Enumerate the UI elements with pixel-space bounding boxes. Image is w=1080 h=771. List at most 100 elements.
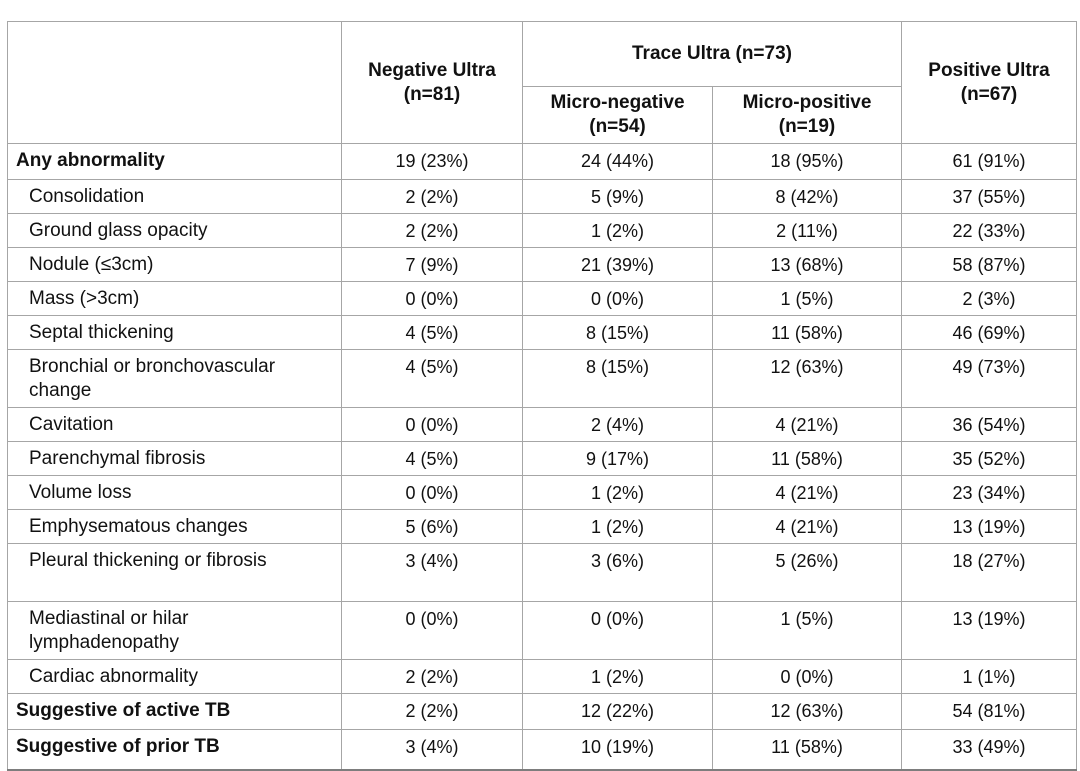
- value-cell: 1 (5%): [712, 281, 902, 316]
- results-table-container: Negative Ultra (n=81) Trace Ultra (n=73)…: [7, 21, 1077, 771]
- column-header-micro-positive: Micro-positive (n=19): [712, 86, 902, 144]
- value-cell: 9 (17%): [522, 441, 713, 476]
- value-cell: 46 (69%): [901, 315, 1077, 350]
- value-cell: 35 (52%): [901, 441, 1077, 476]
- value-cell: 5 (26%): [712, 543, 902, 602]
- value-cell: 2 (2%): [341, 659, 523, 694]
- value-cell: 3 (4%): [341, 729, 523, 770]
- row-label: Volume loss: [7, 475, 342, 510]
- value-cell: 2 (4%): [522, 407, 713, 442]
- row-label: Emphysematous changes: [7, 509, 342, 544]
- row-label: Septal thickening: [7, 315, 342, 350]
- value-cell: 5 (9%): [522, 179, 713, 214]
- value-cell: 2 (2%): [341, 213, 523, 248]
- value-cell: 1 (2%): [522, 509, 713, 544]
- value-cell: 18 (95%): [712, 143, 902, 180]
- value-cell: 2 (2%): [341, 179, 523, 214]
- value-cell: 61 (91%): [901, 143, 1077, 180]
- table-row-nodule: Nodule (≤3cm) 7 (9%) 21 (39%) 13 (68%) 5…: [7, 247, 1077, 282]
- value-cell: 36 (54%): [901, 407, 1077, 442]
- value-cell: 33 (49%): [901, 729, 1077, 770]
- row-label: Mass (>3cm): [7, 281, 342, 316]
- table-row-mass: Mass (>3cm) 0 (0%) 0 (0%) 1 (5%) 2 (3%): [7, 281, 1077, 316]
- value-cell: 2 (3%): [901, 281, 1077, 316]
- value-cell: 0 (0%): [341, 601, 523, 660]
- value-cell: 13 (19%): [901, 601, 1077, 660]
- value-cell: 0 (0%): [341, 281, 523, 316]
- value-cell: 10 (19%): [522, 729, 713, 770]
- value-cell: 58 (87%): [901, 247, 1077, 282]
- corner-header-cell: [7, 21, 342, 144]
- value-cell: 0 (0%): [341, 475, 523, 510]
- radiology-findings-table: Negative Ultra (n=81) Trace Ultra (n=73)…: [7, 21, 1077, 771]
- value-cell: 4 (21%): [712, 509, 902, 544]
- value-cell: 2 (11%): [712, 213, 902, 248]
- value-cell: 18 (27%): [901, 543, 1077, 602]
- table-row-consolidation: Consolidation 2 (2%) 5 (9%) 8 (42%) 37 (…: [7, 179, 1077, 214]
- row-label: Pleural thickening or fibrosis: [7, 543, 342, 602]
- row-label: Bronchial or bronchovascular change: [7, 349, 342, 408]
- table-row-emphysematous-changes: Emphysematous changes 5 (6%) 1 (2%) 4 (2…: [7, 509, 1077, 544]
- value-cell: 19 (23%): [341, 143, 523, 180]
- row-label: Ground glass opacity: [7, 213, 342, 248]
- value-cell: 12 (63%): [712, 349, 902, 408]
- table-row-ground-glass-opacity: Ground glass opacity 2 (2%) 1 (2%) 2 (11…: [7, 213, 1077, 248]
- value-cell: 4 (21%): [712, 407, 902, 442]
- table-row-cardiac-abnormality: Cardiac abnormality 2 (2%) 1 (2%) 0 (0%)…: [7, 659, 1077, 694]
- header-row-sub: Micro-negative (n=54) Micro-positive (n=…: [8, 86, 1077, 144]
- table-row-parenchymal-fibrosis: Parenchymal fibrosis 4 (5%) 9 (17%) 11 (…: [7, 441, 1077, 476]
- column-header-trace-ultra-group: Trace Ultra (n=73): [522, 21, 902, 87]
- value-cell: 1 (2%): [522, 659, 713, 694]
- value-cell: 23 (34%): [901, 475, 1077, 510]
- table-row-volume-loss: Volume loss 0 (0%) 1 (2%) 4 (21%) 23 (34…: [7, 475, 1077, 510]
- value-cell: 11 (58%): [712, 315, 902, 350]
- column-header-positive-ultra: Positive Ultra (n=67): [901, 21, 1077, 144]
- value-cell: 4 (21%): [712, 475, 902, 510]
- header-row-top: Negative Ultra (n=81) Trace Ultra (n=73)…: [7, 21, 1077, 144]
- table-row-any-abnormality: Any abnormality 19 (23%) 24 (44%) 18 (95…: [7, 143, 1077, 180]
- value-cell: 8 (15%): [522, 315, 713, 350]
- table-row-cavitation: Cavitation 0 (0%) 2 (4%) 4 (21%) 36 (54%…: [7, 407, 1077, 442]
- value-cell: 3 (4%): [341, 543, 523, 602]
- value-cell: 37 (55%): [901, 179, 1077, 214]
- value-cell: 2 (2%): [341, 693, 523, 730]
- row-label: Suggestive of prior TB: [7, 729, 342, 770]
- row-label: Nodule (≤3cm): [7, 247, 342, 282]
- value-cell: 13 (68%): [712, 247, 902, 282]
- value-cell: 8 (15%): [522, 349, 713, 408]
- row-label: Mediastinal or hilar lymphadenopathy: [7, 601, 342, 660]
- value-cell: 0 (0%): [341, 407, 523, 442]
- value-cell: 49 (73%): [901, 349, 1077, 408]
- value-cell: 7 (9%): [341, 247, 523, 282]
- value-cell: 1 (2%): [522, 475, 713, 510]
- value-cell: 11 (58%): [712, 441, 902, 476]
- value-cell: 8 (42%): [712, 179, 902, 214]
- table-row-suggestive-prior-tb: Suggestive of prior TB 3 (4%) 10 (19%) 1…: [7, 729, 1077, 770]
- row-label: Cavitation: [7, 407, 342, 442]
- value-cell: 12 (63%): [712, 693, 902, 730]
- column-header-micro-negative: Micro-negative (n=54): [522, 86, 713, 144]
- value-cell: 3 (6%): [522, 543, 713, 602]
- value-cell: 4 (5%): [341, 315, 523, 350]
- value-cell: 1 (5%): [712, 601, 902, 660]
- value-cell: 4 (5%): [341, 349, 523, 408]
- table-row-suggestive-active-tb: Suggestive of active TB 2 (2%) 12 (22%) …: [7, 693, 1077, 730]
- table-row-bronchial-change: Bronchial or bronchovascular change 4 (5…: [7, 349, 1077, 408]
- value-cell: 54 (81%): [901, 693, 1077, 730]
- column-header-negative-ultra: Negative Ultra (n=81): [341, 21, 523, 144]
- value-cell: 0 (0%): [522, 281, 713, 316]
- row-label: Consolidation: [7, 179, 342, 214]
- row-label: Cardiac abnormality: [7, 659, 342, 694]
- value-cell: 13 (19%): [901, 509, 1077, 544]
- row-label: Any abnormality: [7, 143, 342, 180]
- table-row-septal-thickening: Septal thickening 4 (5%) 8 (15%) 11 (58%…: [7, 315, 1077, 350]
- value-cell: 12 (22%): [522, 693, 713, 730]
- table-row-pleural-thickening: Pleural thickening or fibrosis 3 (4%) 3 …: [7, 543, 1077, 602]
- value-cell: 4 (5%): [341, 441, 523, 476]
- value-cell: 0 (0%): [522, 601, 713, 660]
- value-cell: 0 (0%): [712, 659, 902, 694]
- value-cell: 1 (1%): [901, 659, 1077, 694]
- value-cell: 24 (44%): [522, 143, 713, 180]
- value-cell: 1 (2%): [522, 213, 713, 248]
- value-cell: 5 (6%): [341, 509, 523, 544]
